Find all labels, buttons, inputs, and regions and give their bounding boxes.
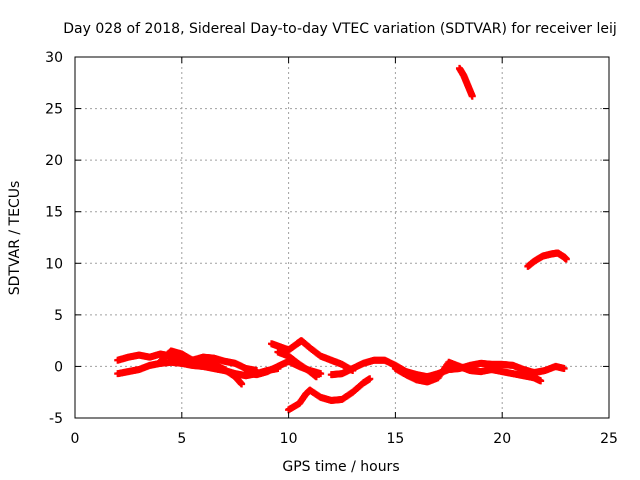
x-axis-label: GPS time / hours <box>282 459 399 475</box>
data-point-marker <box>366 375 374 383</box>
x-tick-label: 25 <box>600 431 618 447</box>
y-tick-label: 10 <box>45 256 63 272</box>
axis-ticks: 0 5 10 15 20 25 -5 0 5 10 15 20 25 30 <box>45 50 618 447</box>
y-tick-label: 20 <box>45 153 63 169</box>
data-point-marker <box>537 377 545 385</box>
series-arc-6 <box>274 348 320 381</box>
data-point-marker <box>560 364 568 372</box>
y-tick-label: 5 <box>54 308 63 324</box>
data-points <box>114 64 570 414</box>
x-tick-label: 0 <box>71 431 80 447</box>
series-arc-7 <box>285 375 374 414</box>
y-tick-label: 15 <box>45 205 63 221</box>
data-point-marker <box>562 255 570 263</box>
y-tick-label: -5 <box>49 411 63 427</box>
chart-title: Day 028 of 2018, Sidereal Day-to-day VTE… <box>63 21 617 37</box>
x-tick-label: 10 <box>280 431 298 447</box>
series-arc-10 <box>455 64 476 100</box>
y-tick-label: 0 <box>54 359 63 375</box>
plot-frame <box>74 56 610 419</box>
series-arc-5 <box>268 337 357 375</box>
x-tick-label: 5 <box>177 431 186 447</box>
data-point-marker <box>468 92 476 100</box>
series-arc-9 <box>391 358 545 386</box>
y-tick-label: 25 <box>45 102 63 118</box>
series-arc-3 <box>156 347 246 388</box>
y-axis-label: SDTVAR / TECUs <box>7 181 23 296</box>
data-point-marker <box>312 373 320 381</box>
series-arc-11 <box>524 249 570 270</box>
x-tick-label: 20 <box>493 431 511 447</box>
data-point-marker <box>317 370 325 378</box>
data-point-marker <box>238 380 246 388</box>
y-tick-label: 30 <box>45 50 63 66</box>
x-tick-label: 15 <box>386 431 404 447</box>
